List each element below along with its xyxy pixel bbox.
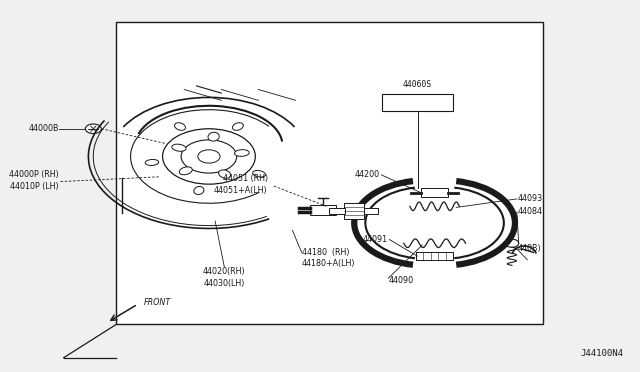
Ellipse shape [172,144,186,151]
Text: 44091: 44091 [363,235,388,244]
Bar [382,94,453,112]
Ellipse shape [232,123,243,130]
Ellipse shape [234,150,249,156]
Bar [329,208,345,214]
Bar [416,253,453,260]
Text: 44090: 44090 [388,276,413,285]
Text: 44200: 44200 [355,170,380,179]
Text: J44100N4: J44100N4 [580,349,623,358]
Ellipse shape [253,170,266,177]
Text: 44060S: 44060S [403,80,432,89]
Text: FRONT: FRONT [144,298,172,307]
Ellipse shape [145,160,159,166]
Text: 44084: 44084 [518,207,543,217]
Text: 44000P (RH)
44010P (LH): 44000P (RH) 44010P (LH) [9,170,59,191]
Ellipse shape [179,167,192,175]
Text: 44051 (RH)
44051+A(LH): 44051 (RH) 44051+A(LH) [214,174,268,195]
Ellipse shape [194,186,204,195]
Text: 44020(RH)
44030(LH): 44020(RH) 44030(LH) [203,267,246,288]
Ellipse shape [219,170,230,178]
Text: 44000B: 44000B [28,124,59,133]
Ellipse shape [208,132,219,141]
Bar [364,208,378,214]
Ellipse shape [175,123,186,130]
Bar [421,188,448,197]
Text: 44093: 44093 [518,195,543,203]
Text: 440B): 440B) [518,244,541,253]
Text: 44180  (RH)
44180+A(LH): 44180 (RH) 44180+A(LH) [301,248,355,269]
Bar [116,22,543,324]
Bar [344,203,364,219]
Bar [310,205,336,215]
